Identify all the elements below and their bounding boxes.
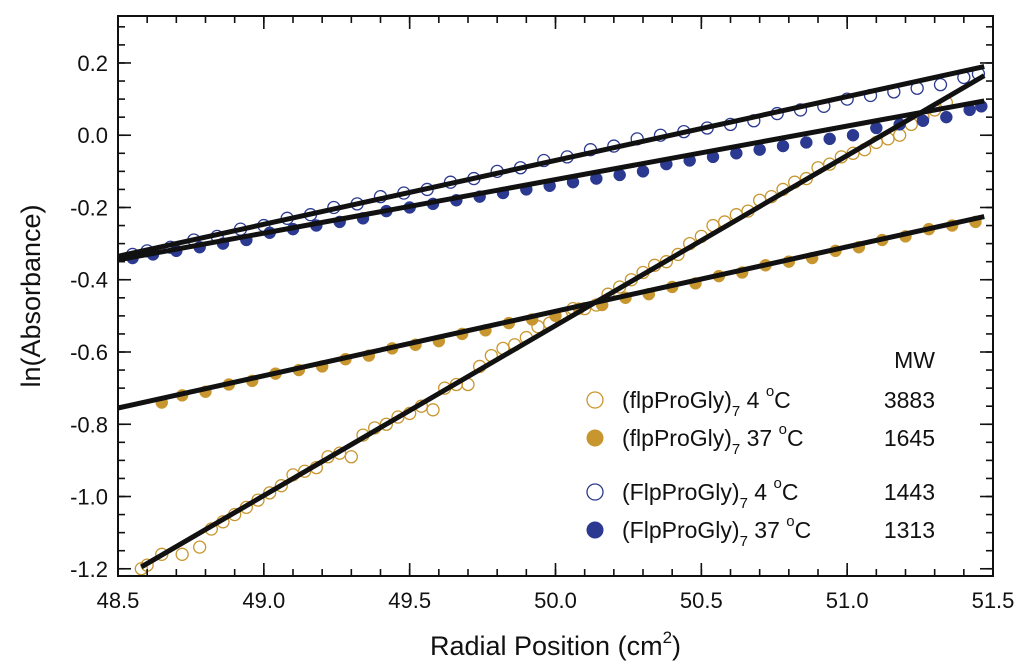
legend-degree: o (773, 475, 781, 492)
legend-unit: C (795, 517, 812, 543)
data-point-series-1 (298, 464, 312, 478)
legend-name: (FlpProGly) (622, 479, 740, 505)
legend-header: MW (894, 347, 935, 373)
legend-mw-series-4: 1313 (884, 517, 935, 543)
y-tick-label: -0.2 (70, 195, 108, 220)
x-tick-label: 50.0 (534, 588, 577, 613)
legend-temp: 4 (748, 479, 774, 505)
legend-temp: 37 (740, 425, 778, 451)
data-point-series-1 (391, 410, 405, 424)
legend-subscript: 7 (732, 403, 740, 420)
x-tick-label: 50.5 (680, 588, 723, 613)
x-tick-label: 51.5 (972, 588, 1015, 613)
data-point-series-1 (426, 403, 440, 417)
x-axis-title-sup: 2 (663, 628, 672, 647)
y-tick-label: -0.6 (70, 340, 108, 365)
legend-label-series-1: (flpProGly)7 4 oC (622, 383, 791, 420)
data-point-series-4 (636, 165, 650, 178)
x-axis-title-main: Radial Position (cm (430, 631, 663, 661)
legend: MW (flpProGly)7 4 oC 3883(flpProGly)7 37 … (586, 347, 935, 550)
legend-marker-series-1 (586, 391, 604, 409)
data-point-series-4 (846, 128, 860, 142)
legend-subscript: 7 (740, 533, 748, 550)
y-tick-label: -1.2 (70, 557, 108, 582)
legend-degree: o (786, 513, 794, 530)
legend-mw-series-1: 3883 (884, 387, 935, 413)
y-axis-title: ln(Absorbance) (16, 204, 46, 387)
y-tick-label: -0.4 (70, 268, 108, 293)
legend-subscript: 7 (740, 495, 748, 512)
data-point-series-1 (379, 417, 393, 431)
legend-marker-series-4 (586, 521, 604, 539)
data-point-series-1 (274, 479, 288, 493)
legend-temp: 4 (740, 387, 766, 413)
legend-mw-series-2: 1645 (884, 425, 935, 451)
legend-marker-series-2 (586, 429, 604, 447)
fit-line-series-1 (140, 73, 986, 570)
legend-name: (flpProGly) (622, 425, 732, 451)
legend-unit: C (782, 479, 799, 505)
data-point-series-1 (893, 128, 907, 142)
data-point-series-1 (175, 547, 189, 561)
legend-name: (FlpProGly) (622, 517, 740, 543)
legend-label-series-3: (FlpProGly)7 4 oC (622, 475, 798, 512)
legend-name: (flpProGly) (622, 387, 732, 413)
fit-line-series-3 (117, 64, 985, 259)
y-tick-label: 0.0 (77, 123, 108, 148)
fit-lines (117, 64, 986, 570)
data-point-series-1 (671, 247, 685, 262)
legend-temp: 37 (748, 517, 786, 543)
x-axis-title-suffix: ) (672, 631, 681, 661)
legend-unit: C (774, 387, 791, 413)
data-point-series-1 (344, 450, 358, 464)
legend-unit: C (787, 425, 804, 451)
y-tick-label: -1.0 (70, 485, 108, 510)
x-tick-label: 48.5 (97, 588, 140, 613)
legend-mw-series-3: 1443 (884, 479, 935, 505)
legend-label-series-2: (flpProGly)7 37 oC (622, 421, 804, 458)
data-point-series-3 (933, 77, 948, 92)
data-point-series-4 (940, 110, 953, 124)
data-point-series-4 (753, 143, 766, 156)
fit-line-series-4 (117, 98, 985, 263)
legend-degree: o (766, 383, 774, 400)
legend-label-series-4: (FlpProGly)7 37 oC (622, 513, 811, 550)
x-axis-title: Radial Position (cm2) (430, 628, 681, 661)
legend-marker-series-3 (586, 483, 604, 501)
data-point-series-1 (193, 540, 207, 554)
plot-frame (117, 15, 994, 577)
fit-line-series-2 (117, 214, 985, 411)
x-tick-label: 49.0 (242, 588, 285, 613)
legend-subscript: 7 (732, 441, 740, 458)
data-point-series-4 (916, 114, 930, 128)
y-tick-label: 0.2 (77, 51, 108, 76)
data-point-series-4 (823, 132, 836, 146)
data-point-series-4 (800, 136, 813, 149)
axis-ticks: 48.5 49.0 49.5 50.0 50.5 51.0 51.5 -1.2 -1.0 -0.8… (70, 16, 1014, 613)
data-point-series-4 (776, 139, 790, 153)
legend-degree: o (779, 421, 787, 438)
y-tick-label: -0.8 (70, 412, 108, 437)
x-tick-label: 51.0 (826, 588, 869, 613)
x-tick-label: 49.5 (388, 588, 431, 613)
